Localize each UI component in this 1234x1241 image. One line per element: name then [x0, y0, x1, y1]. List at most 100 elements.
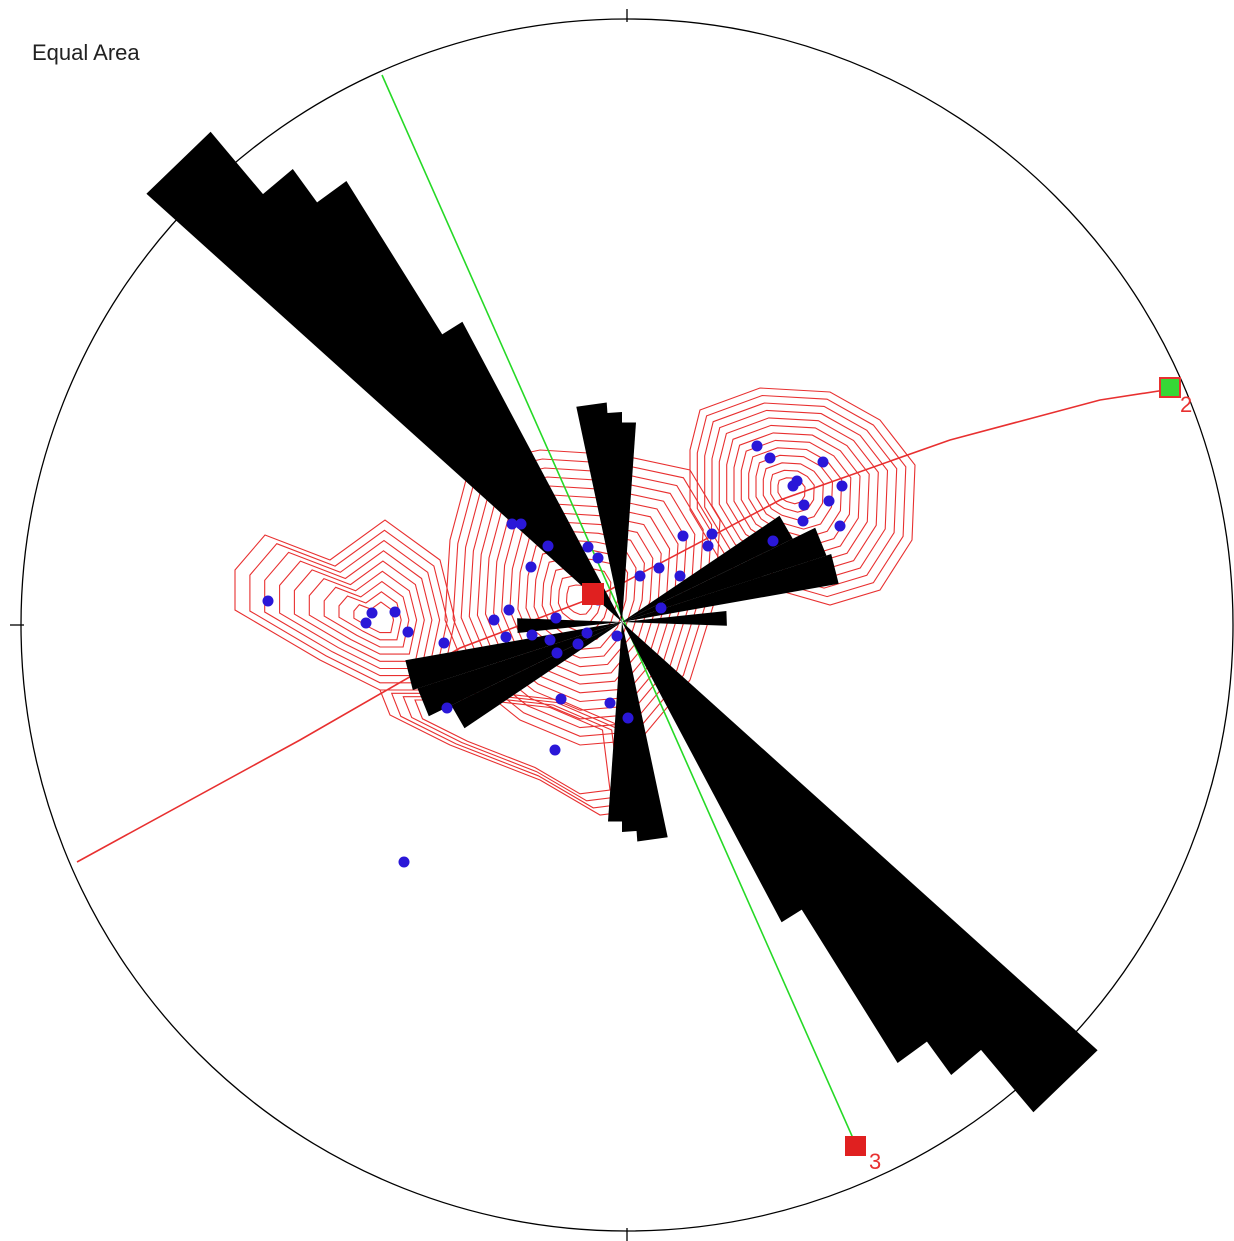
pole-point	[366, 607, 378, 619]
density-contour	[308, 570, 418, 655]
pole-point	[655, 602, 667, 614]
marker-2: 2	[1159, 377, 1192, 417]
density-contour	[755, 454, 834, 530]
pole-point	[526, 629, 538, 641]
density-contour	[264, 539, 441, 677]
pole-point	[506, 518, 518, 530]
pole-point	[791, 475, 803, 487]
pole-point	[542, 540, 554, 552]
density-contour	[249, 529, 448, 684]
density-contour	[323, 580, 410, 648]
pole-point	[604, 697, 616, 709]
pole-point	[555, 693, 567, 705]
marker-1	[582, 583, 604, 605]
pole-point	[572, 638, 584, 650]
pole-point	[702, 540, 714, 552]
rose-petal	[622, 622, 957, 1063]
pole-point	[503, 604, 515, 616]
marker-2-symbol	[1159, 377, 1181, 398]
pole-point	[581, 627, 593, 639]
rose-petal	[287, 181, 622, 622]
pole-point	[611, 630, 623, 642]
rose-petal	[622, 611, 727, 626]
rose-diagram	[146, 131, 1098, 1113]
density-contour	[279, 550, 433, 670]
red-great-circle	[76, 387, 1179, 863]
marker-2-label: 2	[1180, 392, 1192, 417]
projection-title: Equal Area	[32, 40, 140, 65]
density-contours	[234, 387, 916, 816]
density-contour	[762, 462, 824, 522]
pole-point	[823, 495, 835, 507]
pole-point	[525, 561, 537, 573]
rose-petal	[608, 622, 636, 822]
density-contour	[402, 696, 621, 802]
pole-point	[441, 702, 453, 714]
density-contour	[718, 417, 879, 572]
rose-petal	[622, 515, 793, 622]
pole-point	[764, 452, 776, 464]
density-contour	[726, 424, 870, 564]
pole-point	[677, 530, 689, 542]
pole-point	[402, 626, 414, 638]
pole-point	[653, 562, 665, 574]
pole-point	[622, 712, 634, 724]
density-contour	[338, 591, 402, 641]
pole-point	[360, 617, 372, 629]
pole-point	[262, 595, 274, 607]
rose-petal	[608, 422, 636, 622]
density-contour	[740, 439, 852, 547]
pole-point	[767, 535, 779, 547]
pole-point	[389, 606, 401, 618]
rose-petal	[422, 321, 622, 622]
rose-petal	[622, 554, 839, 622]
rose-petal	[146, 131, 622, 622]
density-contour	[525, 539, 637, 659]
pole-point	[674, 570, 686, 582]
marker-3-symbol	[845, 1136, 866, 1156]
marker-3: 3	[845, 1136, 881, 1174]
pole-point	[634, 570, 646, 582]
density-contour	[533, 548, 629, 650]
marker-1-symbol	[582, 583, 604, 605]
pole-point	[488, 614, 500, 626]
pole-point	[549, 744, 561, 756]
pole-point	[515, 518, 527, 530]
pole-point	[398, 856, 410, 868]
rose-petal	[622, 622, 822, 923]
rose-petal	[233, 169, 622, 622]
density-contour	[234, 519, 456, 691]
pole-point	[544, 634, 556, 646]
density-contour	[733, 432, 861, 555]
pole-point	[438, 637, 450, 649]
green-trace-line	[381, 74, 857, 1146]
rose-petal	[576, 402, 622, 622]
density-contour	[696, 394, 907, 598]
pole-point	[836, 480, 848, 492]
density-contour	[748, 447, 843, 539]
pole-point	[550, 612, 562, 624]
rose-petal	[622, 622, 1011, 1075]
pole-point	[797, 515, 809, 527]
pole-point	[706, 528, 718, 540]
rose-petal	[622, 527, 827, 622]
rose-petal	[517, 618, 622, 633]
pole-point	[500, 631, 512, 643]
pole-point	[751, 440, 763, 452]
pole-point	[834, 520, 846, 532]
density-contour	[293, 560, 425, 662]
pole-point	[817, 456, 829, 468]
rose-petal	[417, 622, 622, 717]
pole-point	[798, 499, 810, 511]
rose-petal	[622, 622, 668, 842]
rose-petal	[622, 622, 1098, 1113]
density-contour	[704, 402, 898, 589]
pole-point	[592, 552, 604, 564]
rose-petal	[405, 622, 622, 690]
density-contour	[689, 387, 916, 606]
pole-point	[551, 647, 563, 659]
marker-3-label: 3	[869, 1149, 881, 1174]
density-contour	[414, 699, 611, 795]
pole-point	[582, 541, 594, 553]
